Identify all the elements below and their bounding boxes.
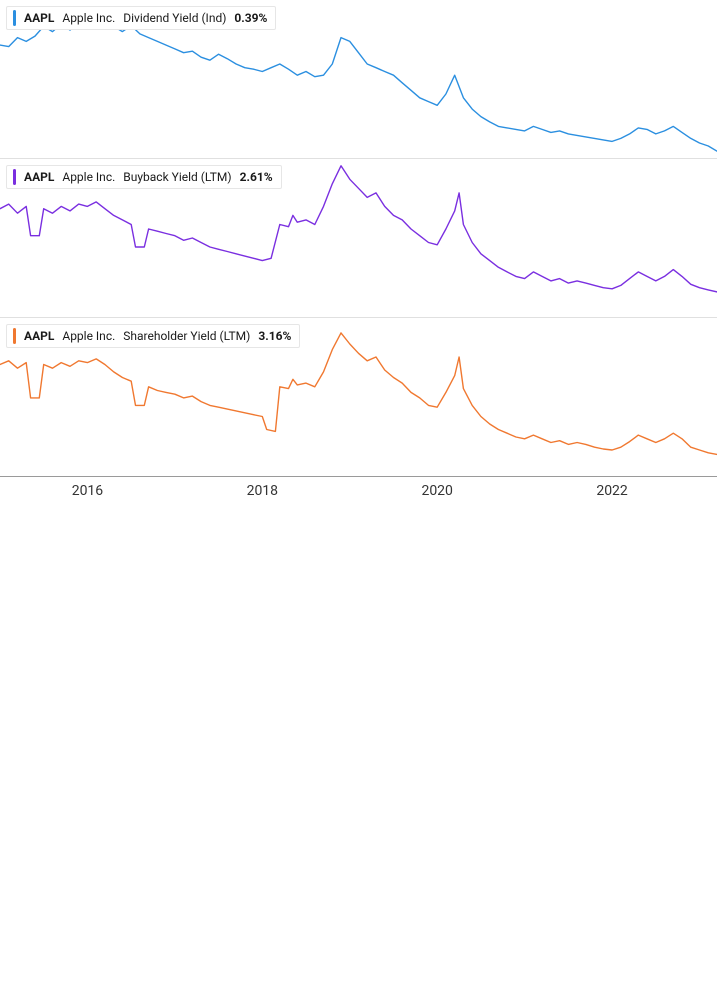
legend-dividend: AAPL Apple Inc. Dividend Yield (Ind) 0.39% (6, 6, 276, 30)
panels-container: AAPLApple Inc.Dividend Yield (Ind)0.39%A… (0, 0, 717, 476)
legend-metric: Shareholder Yield (LTM) (123, 329, 250, 343)
legend-metric: Buyback Yield (LTM) (123, 170, 231, 184)
x-tick-label: 2016 (72, 483, 103, 499)
series-line-shareholder (0, 333, 717, 455)
legend-swatch (13, 10, 16, 26)
x-tick-label: 2018 (247, 483, 278, 499)
legend-value: 2.61% (240, 170, 273, 184)
legend-shareholder: AAPL Apple Inc. Shareholder Yield (LTM) 3.1… (6, 324, 300, 348)
legend-value: 0.39% (234, 11, 267, 25)
legend-ticker: AAPL (24, 170, 54, 184)
legend-company: Apple Inc. (62, 11, 115, 25)
chart-panel-dividend: AAPL Apple Inc. Dividend Yield (Ind) 0.39% (0, 0, 717, 159)
legend-swatch (13, 328, 16, 344)
legend-metric: Dividend Yield (Ind) (123, 11, 226, 25)
x-axis: 2016 2018 2020 2022 (0, 476, 717, 507)
x-tick-label: 2022 (596, 483, 627, 499)
chart-panel-buyback: AAPL Apple Inc. Buyback Yield (LTM) 2.61% (0, 159, 717, 318)
legend-swatch (13, 169, 16, 185)
x-axis-ticks: 2016 2018 2020 2022 (0, 477, 717, 507)
legend-company: Apple Inc. (62, 329, 115, 343)
legend-buyback: AAPL Apple Inc. Buyback Yield (LTM) 2.61% (6, 165, 282, 189)
x-tick-label: 2020 (421, 483, 452, 499)
legend-ticker: AAPL (24, 11, 54, 25)
legend-company: Apple Inc. (62, 170, 115, 184)
chart-panel-shareholder: AAPL Apple Inc. Shareholder Yield (LTM) 3.1… (0, 318, 717, 476)
legend-ticker: AAPL (24, 329, 54, 343)
page-root: { "chart_width_px": 717, "panel_height_p… (0, 0, 717, 1005)
legend-value: 3.16% (258, 329, 291, 343)
